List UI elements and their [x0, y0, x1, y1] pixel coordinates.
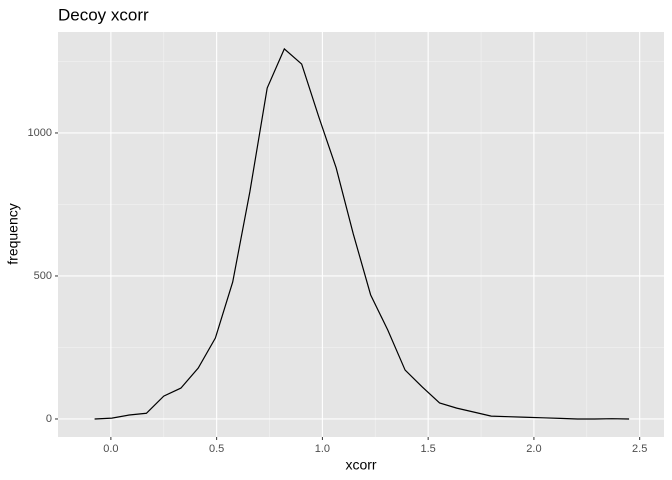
- y-tick-label: 500: [34, 270, 52, 282]
- y-tick-label: 1000: [28, 127, 52, 139]
- panel: [58, 32, 664, 437]
- x-tick-label: 2.5: [632, 443, 647, 455]
- chart-title: Decoy xcorr: [58, 5, 149, 24]
- y-tick-label: 0: [46, 413, 52, 425]
- x-tick-label: 0.0: [103, 443, 118, 455]
- x-axis-label: xcorr: [345, 457, 376, 473]
- line: [94, 47, 630, 420]
- y-axis-label: frequency: [5, 203, 21, 264]
- x-tick-label: 1.0: [315, 443, 330, 455]
- x-tick-label: 2.0: [526, 443, 541, 455]
- x-tick-label: 0.5: [209, 443, 224, 455]
- x-tick-label: 1.5: [421, 443, 436, 455]
